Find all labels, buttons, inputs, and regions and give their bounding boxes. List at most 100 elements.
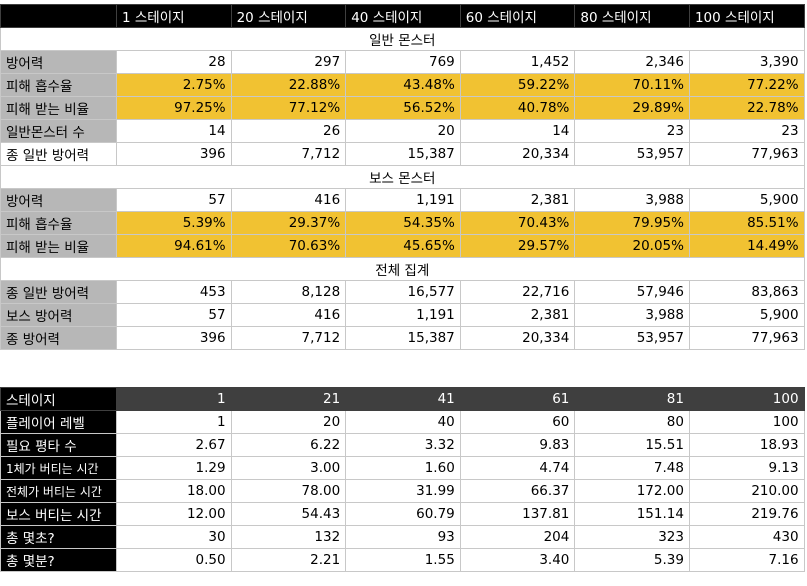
value-cell[interactable]: 2,346	[574, 50, 690, 74]
value-cell[interactable]: 3.32	[345, 433, 461, 457]
value-cell[interactable]: 3,988	[574, 303, 690, 327]
value-cell[interactable]: 20,334	[459, 142, 576, 166]
value-cell[interactable]: 12.00	[116, 502, 232, 526]
value-cell[interactable]: 22.88%	[230, 73, 347, 97]
value-cell[interactable]: 14.49%	[688, 234, 805, 258]
value-cell[interactable]: 66.37	[459, 479, 576, 503]
value-cell[interactable]: 7,712	[230, 326, 347, 350]
value-cell[interactable]: 15,387	[345, 142, 461, 166]
value-cell[interactable]: 77,963	[688, 326, 805, 350]
value-cell[interactable]: 53,957	[574, 142, 690, 166]
value-cell[interactable]: 5.39%	[116, 211, 232, 235]
row-label[interactable]: 필요 평타 수	[0, 433, 117, 457]
value-cell[interactable]: 53,957	[574, 326, 690, 350]
value-cell[interactable]: 70.43%	[459, 211, 576, 235]
row-label[interactable]: 피해 흡수율	[0, 73, 117, 97]
value-cell[interactable]: 9.13	[688, 456, 805, 480]
value-cell[interactable]: 31.99	[345, 479, 461, 503]
value-cell[interactable]: 85.51%	[688, 211, 805, 235]
value-cell[interactable]: 15.51	[574, 433, 690, 457]
value-cell[interactable]: 100	[688, 410, 805, 434]
value-cell[interactable]: 1,191	[345, 303, 461, 327]
row-label[interactable]: 전체가 버티는 시간	[0, 479, 117, 503]
value-cell[interactable]: 70.11%	[574, 73, 690, 97]
value-cell[interactable]: 15,387	[345, 326, 461, 350]
row-label[interactable]: 피해 받는 비율	[0, 96, 117, 120]
value-cell[interactable]: 416	[230, 188, 347, 212]
stage-header-cell[interactable]: 1 스테이지	[116, 4, 232, 28]
row-label[interactable]: 종 방어력	[0, 326, 117, 350]
value-cell[interactable]: 1.60	[345, 456, 461, 480]
value-cell[interactable]: 94.61%	[116, 234, 232, 258]
value-cell[interactable]: 29.57%	[459, 234, 576, 258]
row-label[interactable]: 방어력	[0, 188, 117, 212]
value-cell[interactable]: 20,334	[459, 326, 576, 350]
value-cell[interactable]: 97.25%	[116, 96, 232, 120]
value-cell[interactable]: 23	[574, 119, 690, 143]
row-label[interactable]: 피해 받는 비율	[0, 234, 117, 258]
stage-header-cell[interactable]: 100 스테이지	[688, 4, 805, 28]
value-cell[interactable]: 8,128	[230, 280, 347, 304]
row-label[interactable]: 종 일반 방어력	[0, 142, 117, 166]
value-cell[interactable]: 20	[345, 119, 461, 143]
stage-number-cell[interactable]: 61	[459, 387, 576, 411]
stage-header-cell[interactable]: 60 스테이지	[459, 4, 576, 28]
value-cell[interactable]: 5.39	[574, 548, 690, 572]
value-cell[interactable]: 45.65%	[345, 234, 461, 258]
row-label[interactable]: 총 몇초?	[0, 525, 117, 549]
value-cell[interactable]: 7.16	[688, 548, 805, 572]
value-cell[interactable]: 2.21	[230, 548, 347, 572]
stage-header-cell[interactable]: 20 스테이지	[230, 4, 347, 28]
value-cell[interactable]: 6.22	[230, 433, 347, 457]
value-cell[interactable]: 20	[230, 410, 347, 434]
value-cell[interactable]: 43.48%	[345, 73, 461, 97]
value-cell[interactable]: 80	[574, 410, 690, 434]
value-cell[interactable]: 219.76	[688, 502, 805, 526]
value-cell[interactable]: 40	[345, 410, 461, 434]
value-cell[interactable]: 3,390	[688, 50, 805, 74]
value-cell[interactable]: 769	[345, 50, 461, 74]
value-cell[interactable]: 1,191	[345, 188, 461, 212]
value-cell[interactable]: 7,712	[230, 142, 347, 166]
value-cell[interactable]: 83,863	[688, 280, 805, 304]
row-label[interactable]: 보스 버티는 시간	[0, 502, 117, 526]
value-cell[interactable]: 396	[116, 142, 232, 166]
value-cell[interactable]: 323	[574, 525, 690, 549]
value-cell[interactable]: 2,381	[459, 188, 576, 212]
row-label[interactable]: 종 일반 방어력	[0, 280, 117, 304]
value-cell[interactable]: 28	[116, 50, 232, 74]
value-cell[interactable]: 453	[116, 280, 232, 304]
row-label[interactable]: 피해 흡수율	[0, 211, 117, 235]
value-cell[interactable]: 70.63%	[230, 234, 347, 258]
value-cell[interactable]: 1.29	[116, 456, 232, 480]
value-cell[interactable]: 132	[230, 525, 347, 549]
value-cell[interactable]: 60.79	[345, 502, 461, 526]
value-cell[interactable]: 59.22%	[459, 73, 576, 97]
stage-header-cell[interactable]: 40 스테이지	[345, 4, 461, 28]
value-cell[interactable]: 210.00	[688, 479, 805, 503]
value-cell[interactable]: 77.22%	[688, 73, 805, 97]
value-cell[interactable]: 4.74	[459, 456, 576, 480]
value-cell[interactable]: 3.00	[230, 456, 347, 480]
row-label[interactable]: 일반몬스터 수	[0, 119, 117, 143]
value-cell[interactable]: 297	[230, 50, 347, 74]
value-cell[interactable]: 54.35%	[345, 211, 461, 235]
value-cell[interactable]: 172.00	[574, 479, 690, 503]
value-cell[interactable]: 57,946	[574, 280, 690, 304]
value-cell[interactable]: 30	[116, 525, 232, 549]
value-cell[interactable]: 2,381	[459, 303, 576, 327]
row-label[interactable]: 총 몇분?	[0, 548, 117, 572]
value-cell[interactable]: 0.50	[116, 548, 232, 572]
row-label[interactable]: 1체가 버티는 시간	[0, 456, 117, 480]
value-cell[interactable]: 137.81	[459, 502, 576, 526]
row-label[interactable]: 스테이지	[0, 387, 117, 411]
value-cell[interactable]: 2.67	[116, 433, 232, 457]
value-cell[interactable]: 9.83	[459, 433, 576, 457]
value-cell[interactable]: 77,963	[688, 142, 805, 166]
section-title[interactable]: 일반 몬스터	[0, 27, 805, 51]
stage-header-cell[interactable]: 80 스테이지	[574, 4, 690, 28]
value-cell[interactable]: 77.12%	[230, 96, 347, 120]
value-cell[interactable]: 151.14	[574, 502, 690, 526]
value-cell[interactable]: 1	[116, 410, 232, 434]
value-cell[interactable]: 22,716	[459, 280, 576, 304]
